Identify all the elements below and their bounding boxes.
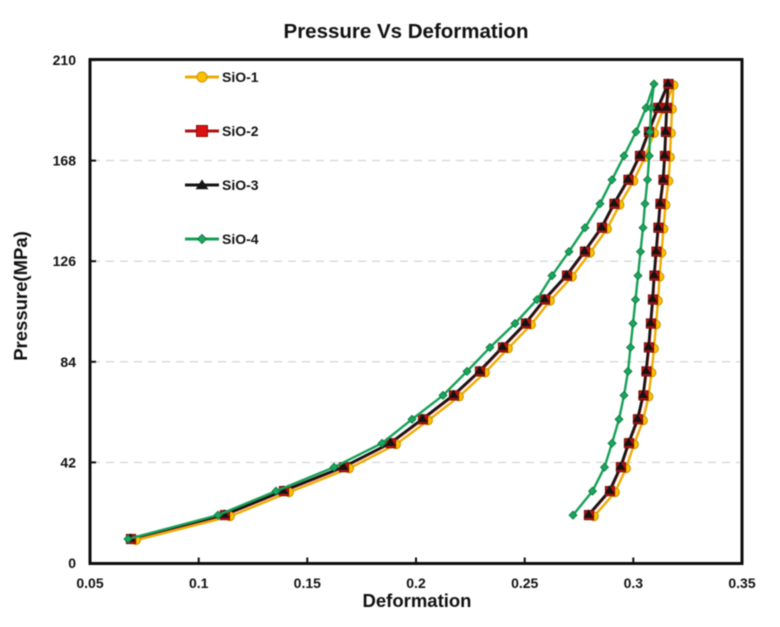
svg-text:0.1: 0.1 [189,575,209,591]
svg-text:0: 0 [68,555,76,571]
svg-text:Pressure(MPa): Pressure(MPa) [10,231,31,361]
svg-text:Deformation: Deformation [363,590,472,611]
svg-text:0.35: 0.35 [728,575,755,591]
svg-text:SiO-1: SiO-1 [222,69,259,85]
svg-text:SiO-3: SiO-3 [222,177,259,193]
svg-text:42: 42 [60,454,76,470]
svg-text:126: 126 [53,253,77,269]
svg-text:SiO-4: SiO-4 [222,231,259,247]
svg-text:SiO-2: SiO-2 [222,123,259,139]
svg-text:0.3: 0.3 [624,575,644,591]
svg-text:210: 210 [53,52,77,68]
svg-text:0.15: 0.15 [294,575,321,591]
svg-text:Pressure Vs Deformation: Pressure Vs Deformation [284,20,529,43]
svg-text:168: 168 [53,153,77,169]
svg-text:84: 84 [60,354,76,370]
svg-text:0.2: 0.2 [406,575,426,591]
svg-text:0.05: 0.05 [76,575,103,591]
svg-text:0.25: 0.25 [511,575,538,591]
